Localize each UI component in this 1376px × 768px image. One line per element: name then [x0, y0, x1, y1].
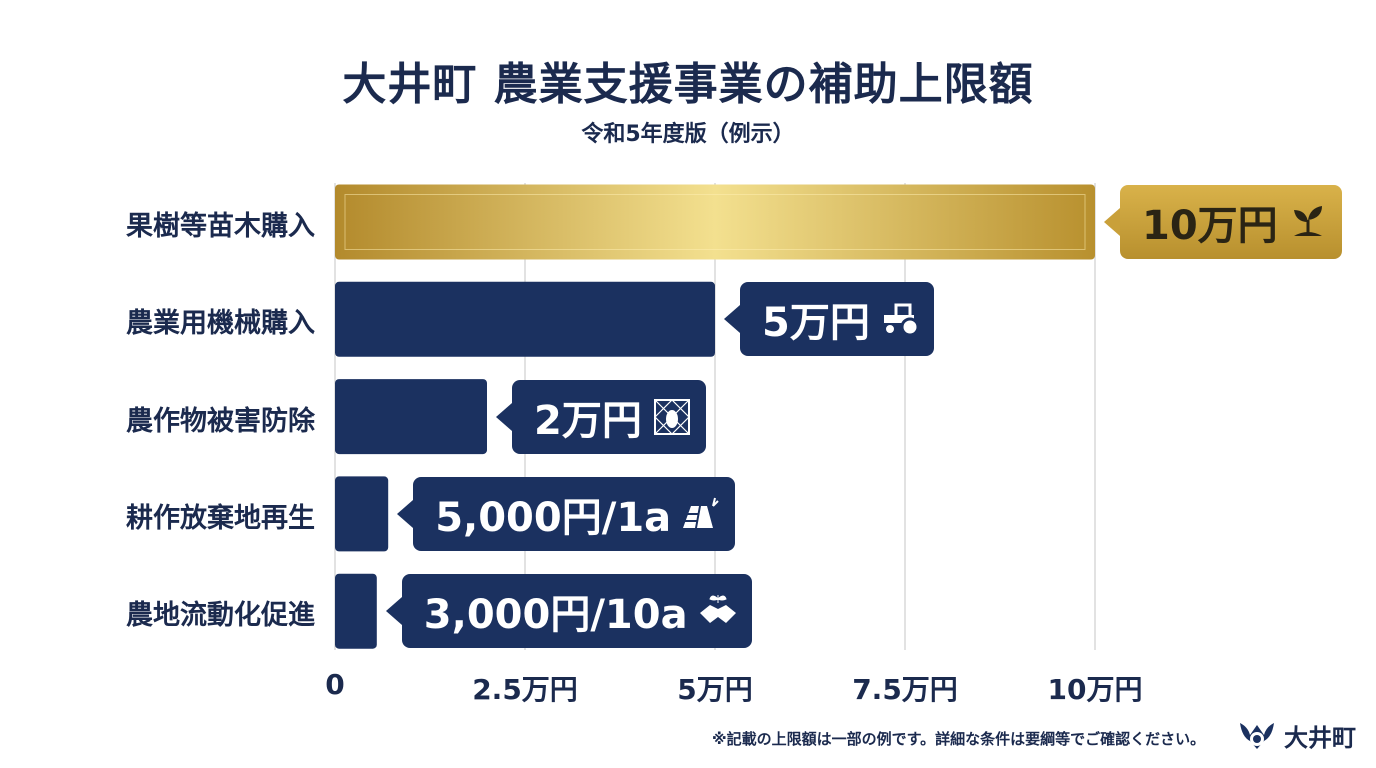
x-tick-label: 0	[325, 668, 345, 701]
town-emblem-icon	[1240, 722, 1274, 749]
bar	[335, 184, 1095, 260]
category-label: 農業用機械購入	[126, 308, 315, 340]
footnote: ※記載の上限額は一部の例です。詳細な条件は要綱等でご確認ください。	[712, 730, 1206, 748]
sprout-icon	[1293, 206, 1322, 236]
x-tick-label: 5万円	[677, 673, 753, 706]
x-tick-label: 2.5万円	[472, 673, 578, 706]
farmland-icon	[683, 497, 719, 528]
bar	[335, 573, 377, 649]
category-label: 農作物被害防除	[126, 405, 315, 437]
data-label-text: 5,000円/1a	[435, 494, 672, 541]
pest-net-icon	[653, 398, 690, 435]
x-tick-label: 10万円	[1047, 673, 1143, 706]
category-label: 農地流動化促進	[126, 600, 315, 632]
data-label-text: 3,000円/10a	[423, 592, 688, 639]
bar-highlight	[344, 194, 1086, 250]
data-label-text: 10万円	[1142, 203, 1278, 249]
bar	[335, 281, 715, 357]
data-label: 5万円	[724, 282, 934, 357]
bar	[335, 379, 487, 455]
town-logo: 大井町	[1238, 718, 1356, 753]
data-label: 2万円	[496, 379, 706, 454]
handshake-icon	[699, 595, 736, 624]
tractor-icon	[883, 303, 920, 337]
data-label: 3,000円/10a	[385, 574, 752, 649]
data-label-text: 2万円	[534, 397, 642, 444]
x-tick-label: 7.5万円	[852, 673, 958, 706]
data-label: 10万円	[1104, 185, 1342, 259]
logo-text: 大井町	[1284, 724, 1356, 752]
category-label: 果樹等苗木購入	[126, 211, 315, 242]
page-title: 大井町 農業支援事業の補助上限額	[342, 59, 1034, 110]
page-subtitle: 令和5年度版（例示）	[581, 122, 795, 147]
bar	[335, 476, 389, 552]
data-label-text: 5万円	[762, 300, 870, 347]
category-label: 耕作放棄地再生	[126, 502, 315, 534]
data-label: 5,000円/1a	[397, 476, 736, 551]
